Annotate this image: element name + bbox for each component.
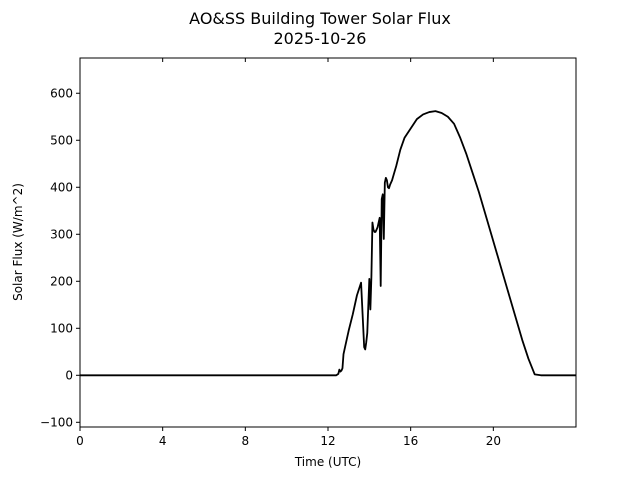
y-tick-label: 300 (50, 227, 73, 241)
y-tick-label: 600 (50, 86, 73, 100)
y-axis-label: Solar Flux (W/m^2) (11, 183, 25, 301)
x-axis-ticks: 0 4 8 12 16 20 (76, 58, 501, 448)
x-tick-label: 12 (320, 434, 335, 448)
x-axis-label: Time (UTC) (294, 455, 361, 469)
y-tick-label: −100 (40, 415, 73, 429)
x-tick-label: 0 (76, 434, 84, 448)
y-axis-ticks: −100 0 100 200 300 400 500 600 (40, 86, 80, 429)
x-tick-label: 16 (403, 434, 418, 448)
y-tick-label: 100 (50, 321, 73, 335)
x-tick-label: 4 (159, 434, 167, 448)
y-tick-label: 500 (50, 133, 73, 147)
x-tick-label: 20 (486, 434, 501, 448)
y-tick-label: 200 (50, 274, 73, 288)
y-tick-label: 0 (65, 368, 73, 382)
chart-title: AO&SS Building Tower Solar Flux (189, 9, 451, 28)
plot-area-frame (79, 57, 577, 428)
y-tick-label: 400 (50, 180, 73, 194)
x-tick-label: 8 (242, 434, 250, 448)
solar-flux-line (80, 110, 576, 377)
chart-subtitle: 2025-10-26 (274, 29, 367, 48)
